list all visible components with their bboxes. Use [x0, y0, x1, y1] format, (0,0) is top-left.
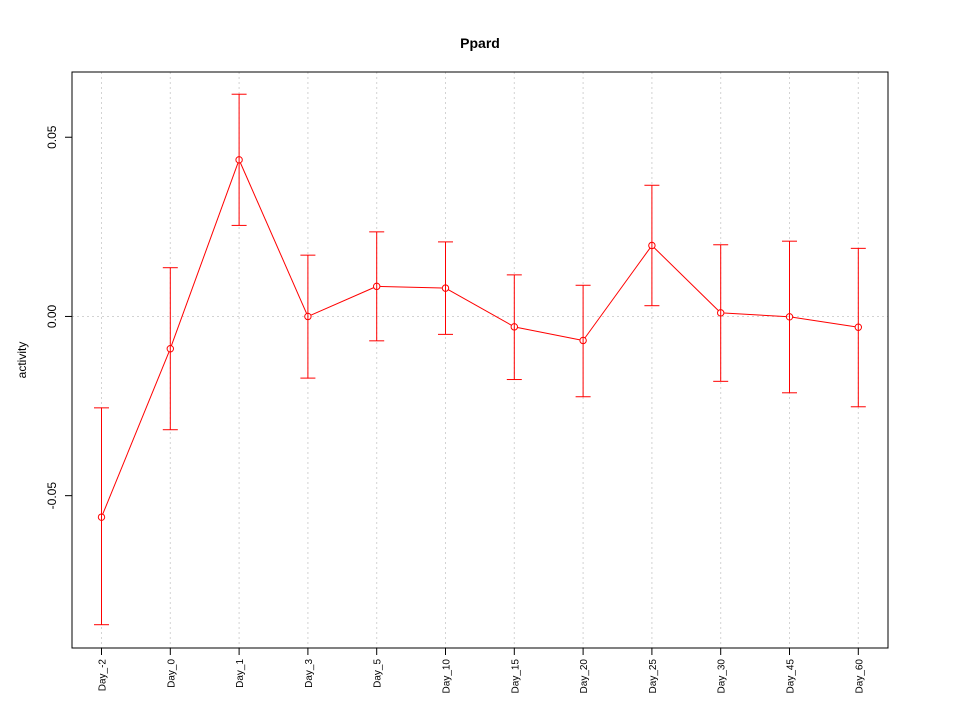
x-tick-label: Day_15 — [510, 659, 521, 694]
data-point — [166, 345, 175, 353]
data-point — [97, 513, 106, 521]
series-ppard — [94, 93, 866, 626]
y-tick-label: 0.00 — [45, 304, 59, 328]
y-tick-label: -0.05 — [45, 482, 59, 510]
series-line-segment — [584, 247, 651, 339]
axes: -0.05 0.00 0.05 Day_-2 Day_0 Day_1 Day_3 Day_5 D… — [45, 125, 865, 693]
data-point — [304, 312, 312, 321]
series-line-segment — [792, 316, 856, 328]
data-point — [785, 313, 794, 321]
data-point — [579, 336, 587, 345]
x-tick-label: Day_1 — [235, 659, 246, 688]
x-tick-label: Day_45 — [786, 659, 797, 694]
data-point — [510, 323, 518, 331]
chart-title: Ppard — [460, 35, 500, 51]
y-axis-label: activity — [15, 342, 29, 379]
x-tick-label: Day_5 — [373, 659, 384, 688]
x-tick-label: Day_-2 — [98, 659, 109, 692]
series-line-segment — [517, 326, 581, 341]
data-point — [648, 241, 656, 250]
series-line-segment — [653, 247, 719, 311]
series-line-segment — [448, 289, 512, 326]
plot-frame — [71, 71, 889, 649]
x-tick-label: Day_20 — [579, 659, 590, 694]
series-line-segment — [379, 285, 443, 289]
data-point — [441, 284, 450, 292]
series-line-segment — [102, 351, 170, 515]
y-tick-label: 0.05 — [45, 125, 59, 149]
x-tick-label: Day_3 — [304, 659, 315, 688]
x-tick-label: Day_10 — [442, 659, 453, 694]
series-line-segment — [170, 162, 239, 346]
series-line-segment — [239, 162, 308, 314]
data-point — [235, 156, 243, 164]
series-line-segment — [310, 287, 374, 316]
series-line-segment — [723, 312, 787, 318]
x-tick-label: Day_30 — [717, 659, 728, 694]
x-tick-label: Day_0 — [166, 659, 177, 688]
grid-lines — [72, 72, 888, 648]
x-tick-label: Day_25 — [648, 659, 659, 694]
data-point — [373, 282, 381, 291]
data-point — [854, 323, 862, 331]
data-point — [717, 309, 725, 317]
x-tick-label: Day_60 — [854, 659, 865, 694]
